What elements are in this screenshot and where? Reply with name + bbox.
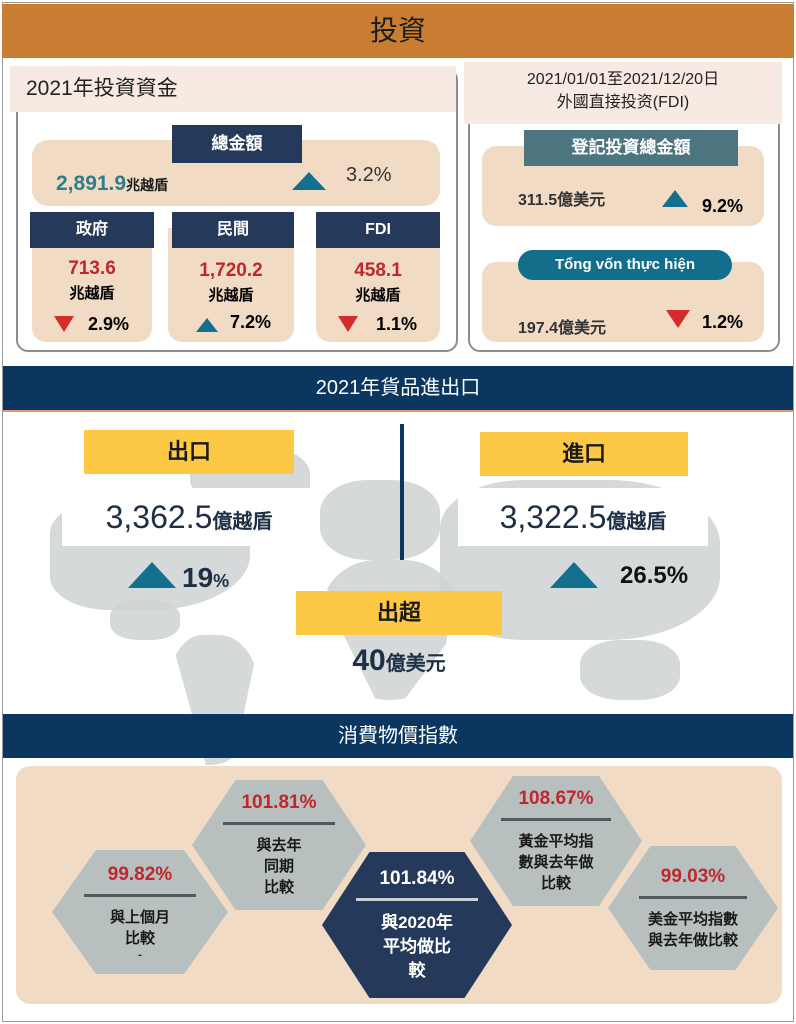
cpi-gold-label-2: 數與去年做 [518,854,594,871]
realized-change: 1.2% [702,312,744,332]
cpi-avg2020-label-2: 平均做比 [383,936,451,956]
export-label: 出口 [84,430,294,474]
fdi-change: 1.1% [376,314,418,334]
fdi-label: FDI [316,212,440,248]
investment-title-ext [300,66,456,112]
cpi-item-month: 99.82% 與上個月 比較 - [52,850,228,974]
cpi-usd-label-2: 與去年做比較 [647,931,738,949]
private-label: 民間 [172,212,294,248]
private-up-arrow-icon [196,318,218,332]
cpi-item-gold: 108.67% 黃金平均指 數與去年做 比較 [470,776,642,906]
total-change: 3.2% [346,164,392,186]
cpi-yoy-label-2: 同期 [263,858,294,875]
total-unit: 兆越盾 [126,177,169,193]
import-label: 進口 [480,432,688,476]
fdi-value: 458.1 [354,260,402,281]
realized-label: Tổng vốn thực hiện [518,250,732,280]
trade-section-header: 2021年貨品進出口 [3,366,793,412]
cpi-yoy-label-1: 與去年 [256,837,302,854]
cpi-month-value: 99.82% [107,863,173,885]
divider [83,893,197,897]
cpi-avg2020-value: 101.84% [379,867,455,889]
total-label: 總金額 [172,125,302,163]
gov-down-arrow-icon [54,316,74,332]
registered-change: 9.2% [702,196,744,216]
total-value-row: 2,891.9兆越盾 [56,172,168,196]
divider [500,818,612,821]
registered-up-arrow-icon [662,190,688,207]
divider [356,897,478,901]
gov-unit: 兆越盾 [69,285,115,302]
realized-value: 197.4億美元 [518,320,607,337]
export-change-row: 19% [182,562,229,594]
cpi-item-yoy: 101.81% 與去年 同期 比較 [192,780,366,910]
cpi-avg2020-label-3: 較 [408,960,426,980]
export-value-box: 3,362.5億越盾 [62,488,316,546]
total-value: 2,891.9 [56,172,127,195]
trade-divider [400,424,404,560]
private-change: 7.2% [230,312,272,332]
cpi-gold-value: 108.67% [518,788,594,809]
cpi-gold-label-3: 比較 [540,875,571,892]
import-change: 26.5% [620,562,689,589]
import-up-arrow-icon [550,562,598,588]
divider [638,895,748,899]
cpi-usd-label-1: 美金平均指數 [647,910,738,928]
divider [223,822,335,825]
surplus-value-row: 40億美元 [296,644,502,678]
registered-label: 登記投資總金額 [524,130,738,166]
investment-title: 2021年投資資金 [10,66,300,112]
import-value: 3,322.5 [499,499,607,535]
registered-value: 311.5億美元 [518,192,606,209]
gov-value: 713.6 [68,258,116,279]
export-unit: 億越盾 [212,511,273,533]
cpi-month-label-2: 比較 [124,929,155,947]
total-up-arrow-icon [292,172,326,190]
cpi-gold-label-1: 黃金平均指 [518,833,594,850]
import-unit: 億越盾 [606,511,667,533]
gov-change: 2.9% [88,314,130,334]
cpi-yoy-label-3: 比較 [263,879,294,896]
surplus-value: 40 [352,644,386,677]
cpi-yoy-value: 101.81% [241,792,317,813]
export-up-arrow-icon [128,562,176,588]
page-title: 投資 [2,4,794,58]
cpi-section-header: 消費物價指數 [3,714,793,758]
export-change-unit: % [213,571,230,591]
fdi-heading: 2021/01/01至2021/12/20日 外國直接投资(FDI) [464,62,782,124]
private-value: 1,720.2 [199,260,263,281]
fdi-period: 2021/01/01至2021/12/20日 [526,71,720,88]
gov-label: 政府 [30,212,154,248]
private-unit: 兆越盾 [208,287,254,304]
import-value-box: 3,322.5億越盾 [458,488,708,546]
fdi-unit: 兆越盾 [355,287,401,304]
cpi-month-label-1: 與上個月 [109,908,170,926]
cpi-avg2020-label-1: 與2020年 [381,912,453,932]
surplus-label: 出超 [296,591,502,635]
surplus-unit: 億美元 [385,653,446,675]
fdi-down-arrow-icon [338,316,358,332]
export-change: 19 [182,562,214,593]
cpi-month-label-3: - [138,948,142,961]
export-value: 3,362.5 [105,499,213,535]
realized-down-arrow-icon [666,310,690,328]
cpi-usd-value: 99.03% [660,865,726,887]
fdi-title: 外國直接投资(FDI) [556,94,690,111]
